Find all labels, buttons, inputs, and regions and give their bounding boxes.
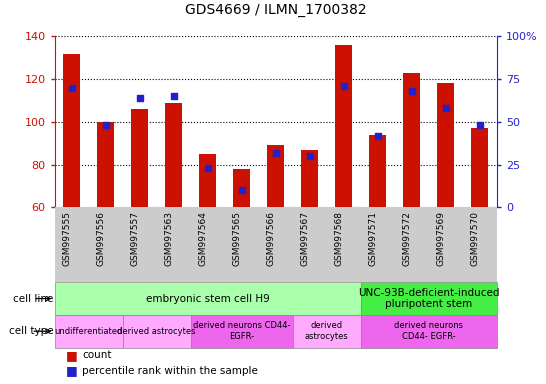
Text: count: count [82,350,111,360]
Text: ■: ■ [66,349,78,362]
Bar [55,315,123,348]
Bar [267,146,284,207]
Bar [369,135,386,207]
Text: GSM997566: GSM997566 [267,211,276,266]
Text: cell type: cell type [9,326,54,336]
Point [407,88,416,94]
Text: derived neurons
CD44- EGFR-: derived neurons CD44- EGFR- [394,321,464,341]
Text: GSM997567: GSM997567 [301,211,310,266]
Text: UNC-93B-deficient-induced
pluripotent stem: UNC-93B-deficient-induced pluripotent st… [358,288,500,310]
Bar [131,109,148,207]
Text: GSM997565: GSM997565 [233,211,242,266]
Text: cell line: cell line [13,293,54,304]
Point [442,105,450,111]
Text: GSM997572: GSM997572 [403,211,412,266]
Point [305,153,314,159]
Point [101,122,110,128]
Text: GSM997556: GSM997556 [97,211,105,266]
Point [67,85,76,91]
Text: derived astrocytes: derived astrocytes [117,327,196,336]
Bar [293,315,361,348]
Bar [301,150,318,207]
Text: GSM997564: GSM997564 [199,211,207,266]
Bar [55,282,361,315]
Bar [165,103,182,207]
Bar [335,45,352,207]
Bar [123,315,191,348]
Bar [361,315,497,348]
Point [340,83,348,89]
Text: GSM997570: GSM997570 [471,211,480,266]
Text: GSM997557: GSM997557 [130,211,140,266]
Text: GDS4669 / ILMN_1700382: GDS4669 / ILMN_1700382 [185,3,366,17]
Text: derived
astrocytes: derived astrocytes [305,321,349,341]
Point [135,95,144,101]
Text: percentile rank within the sample: percentile rank within the sample [82,366,258,376]
Text: GSM997563: GSM997563 [165,211,174,266]
Bar [437,83,454,207]
Point [476,122,484,128]
Bar [233,169,250,207]
Text: GSM997569: GSM997569 [437,211,446,266]
Bar [63,53,80,207]
Bar [403,73,420,207]
Text: GSM997568: GSM997568 [335,211,344,266]
Point [271,150,280,156]
Text: ■: ■ [66,364,78,377]
Text: GSM997555: GSM997555 [63,211,72,266]
Text: embryonic stem cell H9: embryonic stem cell H9 [146,293,270,304]
Text: undifferentiated: undifferentiated [55,327,123,336]
Text: GSM997571: GSM997571 [369,211,378,266]
Bar [97,122,114,207]
Bar [199,154,216,207]
Point [238,187,246,194]
Bar [361,282,497,315]
Point [169,93,178,99]
Text: derived neurons CD44-
EGFR-: derived neurons CD44- EGFR- [193,321,290,341]
Point [373,132,382,139]
Bar [191,315,293,348]
Bar [471,128,488,207]
Point [203,165,212,171]
